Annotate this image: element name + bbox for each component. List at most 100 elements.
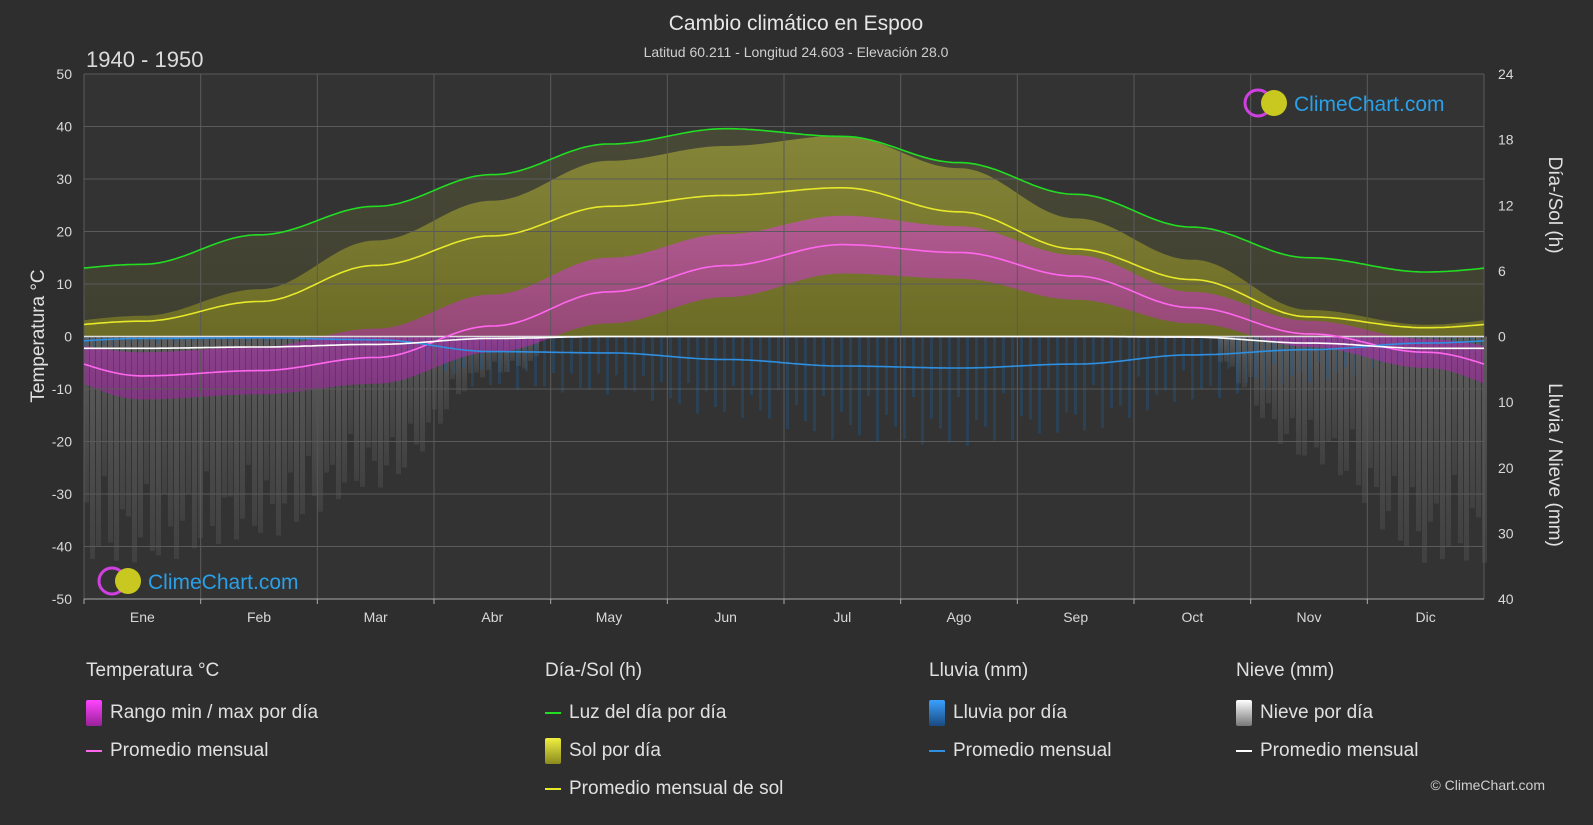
snow-bar [438, 336, 443, 424]
rain-bar [1002, 336, 1005, 394]
rain-bar [219, 336, 222, 342]
snow-bar [528, 336, 533, 361]
snow-bar [420, 336, 425, 452]
snow-bar [222, 336, 227, 498]
snow-bar [1458, 336, 1463, 544]
rain-bar [705, 336, 708, 392]
snow-bar [390, 336, 395, 438]
snow-bar [1398, 336, 1403, 541]
legend-label: Lluvia por día [953, 702, 1068, 723]
snow-bar [1422, 336, 1427, 563]
rain-bar [174, 336, 177, 343]
snow-bar [288, 336, 293, 473]
snow-bar [144, 336, 149, 485]
rain-bar [1137, 336, 1140, 377]
rain-bar [156, 336, 159, 344]
legend-title: Día-/Sol (h) [545, 660, 643, 681]
rain-bar [1245, 336, 1248, 384]
rain-bar [894, 336, 897, 427]
x-tick-label: Feb [247, 609, 271, 625]
snow-bar [456, 336, 461, 395]
y-right-top-tick-label: 0 [1498, 329, 1506, 345]
rain-bar [741, 336, 744, 419]
rain-bar [1047, 336, 1050, 389]
snow-bar [204, 336, 209, 472]
legend-item: Promedio mensual de sol [545, 770, 783, 808]
rain-bar [633, 336, 636, 392]
rain-bar [669, 336, 672, 399]
snow-bar [1368, 336, 1373, 469]
snow-bar [342, 336, 347, 483]
rain-bar [813, 336, 816, 432]
x-tick-label: Ene [130, 609, 155, 625]
snow-bar [1224, 336, 1229, 362]
snow-bar [1464, 336, 1469, 561]
x-tick-label: Nov [1297, 609, 1322, 625]
snow-bar [486, 336, 491, 371]
rain-bar [984, 336, 987, 427]
rain-bar [1191, 336, 1194, 400]
rain-bar [777, 336, 780, 391]
legend-item: Promedio mensual [86, 732, 318, 770]
brand-logo-bottom[interactable]: ClimeChart.com [97, 566, 299, 596]
snow-bar [120, 336, 125, 510]
rain-bar [759, 336, 762, 411]
rain-bar [975, 336, 978, 421]
rain-bar [1092, 336, 1095, 386]
copyright[interactable]: © ClimeChart.com [1430, 777, 1545, 793]
snow-bar [312, 336, 317, 497]
rain-bar [93, 336, 96, 348]
rain-bar [543, 336, 546, 387]
temp-range-swatch [86, 700, 102, 726]
rain-bar [1236, 336, 1239, 394]
snow-bar [1332, 336, 1337, 439]
snow-bar [270, 336, 275, 505]
rain-bar [1218, 336, 1221, 399]
rain-bar [1209, 336, 1212, 386]
rain-bar [966, 336, 969, 446]
rain-bar [138, 336, 141, 343]
rain-bar [1200, 336, 1203, 389]
rain-bar [1011, 336, 1014, 440]
rain-bar [1227, 336, 1230, 369]
x-tick-label: Sep [1063, 609, 1088, 625]
snow-bar [480, 336, 485, 378]
rain-bar [129, 336, 132, 344]
y-right-top-label: Día-/Sol (h) [1544, 156, 1565, 253]
rain-bar [183, 336, 186, 342]
y-right-top-tick-label: 6 [1498, 263, 1506, 279]
snow-bar [1284, 336, 1289, 434]
snow-bar [102, 336, 107, 477]
snow-bar [276, 336, 281, 536]
rain-bar [795, 336, 798, 406]
rain-bar [1119, 336, 1122, 406]
snow-bar [336, 336, 341, 500]
snow-bar [306, 336, 311, 456]
legend-title: Temperatura °C [86, 660, 220, 681]
rain-bar [1182, 336, 1185, 371]
snow-bar [84, 336, 89, 503]
y-left-tick-label: 30 [56, 171, 72, 187]
legend-label: Sol por día [569, 740, 661, 761]
rain-bar [624, 336, 627, 389]
brand-logo-top[interactable]: ClimeChart.com [1243, 88, 1445, 118]
temp-avg-swatch [86, 750, 102, 752]
rain-bar [831, 336, 834, 440]
legend-item: Luz del día por día [545, 694, 783, 732]
rain-bar [849, 336, 852, 426]
series-lines [83, 127, 1485, 377]
rain-bar [1326, 336, 1329, 380]
rain-bar [1299, 336, 1302, 372]
snow-bar [240, 336, 245, 519]
rain-bar [1083, 336, 1086, 431]
rain-bar [804, 336, 807, 422]
y-right-bottom-tick-label: 20 [1498, 460, 1514, 476]
rain-bar [687, 336, 690, 384]
x-tick-label: Jun [714, 609, 737, 625]
x-tick-label: Oct [1181, 609, 1203, 625]
snow-bar [180, 336, 185, 521]
snow-bar [1242, 336, 1247, 388]
legend-temperature: Temperatura °C Rango min / max por día P… [86, 660, 318, 770]
snow-bar [1428, 336, 1433, 522]
period-label: 1940 - 1950 [86, 47, 203, 72]
